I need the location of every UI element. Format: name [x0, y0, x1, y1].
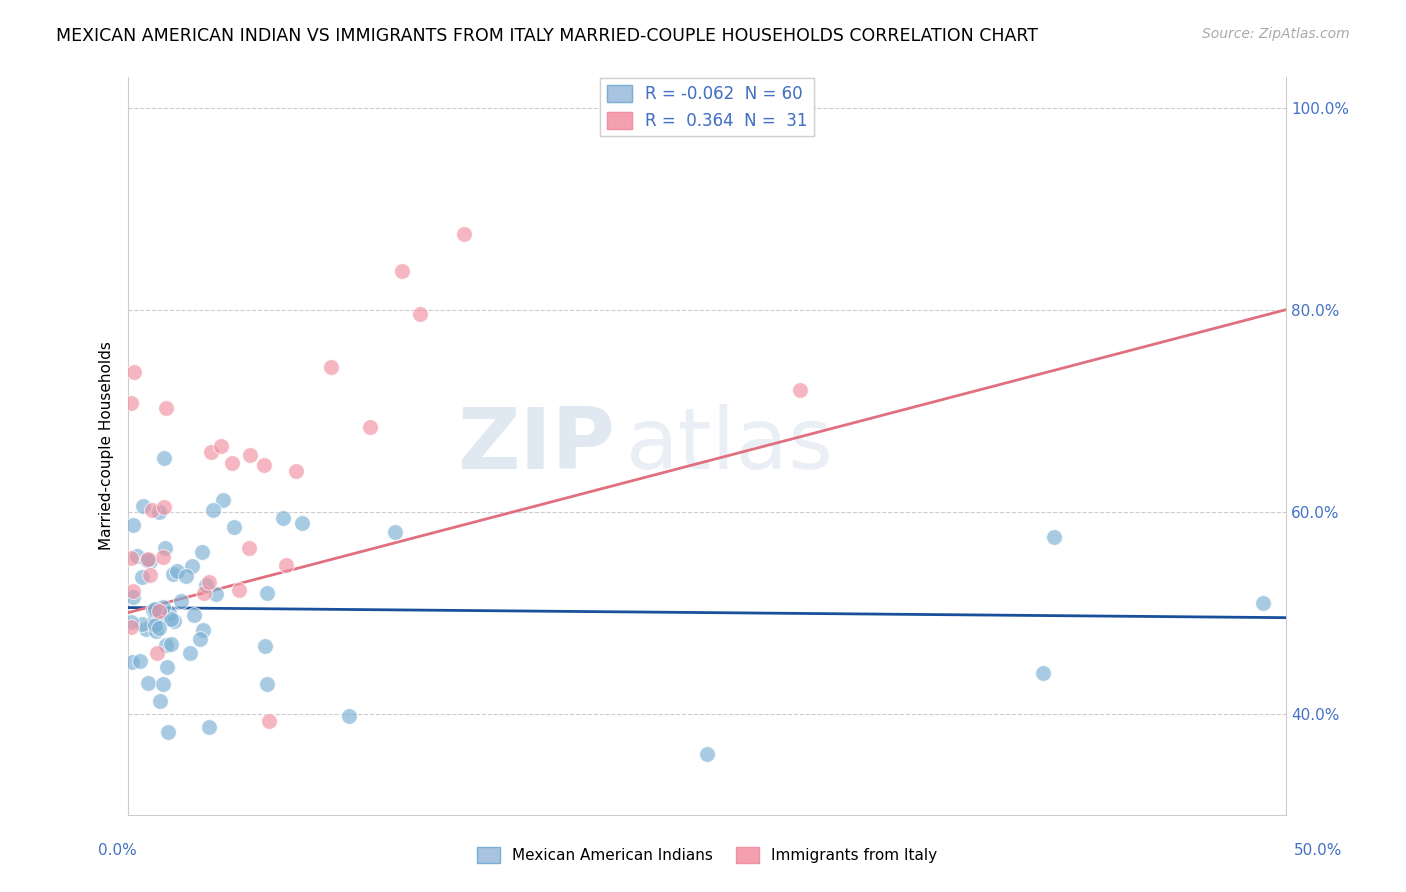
Point [143, 611, 166, 625]
Point [152, 549, 174, 564]
Point [148, 505, 170, 519]
Point [148, 621, 170, 635]
Text: Source: ZipAtlas.com: Source: ZipAtlas.com [1202, 27, 1350, 41]
Point [142, 603, 165, 617]
Point [131, 617, 153, 632]
Point [143, 618, 166, 632]
Point [131, 570, 153, 584]
Y-axis label: Married-couple Households: Married-couple Households [100, 342, 114, 550]
Point [143, 602, 166, 616]
Text: 50.0%: 50.0% [1295, 843, 1343, 858]
Point [285, 464, 308, 478]
Point [135, 622, 157, 636]
Point [179, 646, 201, 660]
Legend: R = -0.062  N = 60, R =  0.364  N =  31: R = -0.062 N = 60, R = 0.364 N = 31 [600, 78, 814, 136]
Point [238, 541, 260, 556]
Point [163, 614, 186, 628]
Point [384, 524, 406, 539]
Point [136, 676, 159, 690]
Point [291, 516, 314, 531]
Point [146, 646, 169, 660]
Point [139, 568, 162, 582]
Point [200, 445, 222, 459]
Point [1251, 595, 1274, 609]
Point [391, 264, 413, 278]
Point [181, 558, 204, 573]
Point [153, 450, 176, 465]
Point [253, 458, 276, 473]
Point [139, 554, 162, 568]
Point [195, 578, 218, 592]
Point [136, 553, 159, 567]
Point [162, 567, 184, 582]
Point [696, 747, 718, 761]
Text: 0.0%: 0.0% [98, 843, 138, 858]
Point [193, 586, 215, 600]
Point [121, 590, 143, 604]
Point [121, 655, 143, 669]
Point [359, 420, 381, 434]
Point [122, 365, 145, 379]
Point [120, 395, 142, 409]
Point [152, 599, 174, 614]
Text: ZIP: ZIP [457, 404, 614, 488]
Point [274, 558, 297, 573]
Point [209, 439, 232, 453]
Point [789, 384, 811, 398]
Point [211, 492, 233, 507]
Point [153, 541, 176, 555]
Point [120, 620, 142, 634]
Point [150, 607, 173, 622]
Point [128, 654, 150, 668]
Point [1043, 530, 1066, 544]
Point [155, 401, 177, 415]
Point [257, 714, 280, 729]
Point [170, 593, 193, 607]
Point [453, 227, 475, 241]
Point [191, 545, 214, 559]
Point [337, 709, 360, 723]
Point [125, 549, 148, 563]
Text: MEXICAN AMERICAN INDIAN VS IMMIGRANTS FROM ITALY MARRIED-COUPLE HOUSEHOLDS CORRE: MEXICAN AMERICAN INDIAN VS IMMIGRANTS FR… [56, 27, 1038, 45]
Point [160, 612, 183, 626]
Point [239, 448, 262, 462]
Point [228, 583, 250, 598]
Point [205, 587, 228, 601]
Point [122, 584, 145, 599]
Point [157, 724, 180, 739]
Point [149, 693, 172, 707]
Point [153, 500, 176, 515]
Point [188, 632, 211, 647]
Point [160, 637, 183, 651]
Point [136, 552, 159, 566]
Point [222, 520, 245, 534]
Point [256, 677, 278, 691]
Point [176, 569, 198, 583]
Point [152, 676, 174, 690]
Point [197, 574, 219, 589]
Point [157, 606, 180, 620]
Point [156, 660, 179, 674]
Text: atlas: atlas [626, 404, 834, 488]
Point [148, 604, 170, 618]
Point [197, 720, 219, 734]
Point [256, 586, 278, 600]
Point [221, 456, 243, 470]
Point [120, 551, 142, 566]
Point [183, 608, 205, 623]
Point [409, 307, 432, 321]
Point [201, 503, 224, 517]
Point [121, 518, 143, 533]
Point [120, 615, 142, 629]
Point [254, 639, 277, 653]
Point [166, 564, 188, 578]
Point [319, 360, 342, 375]
Point [132, 499, 155, 513]
Point [141, 503, 163, 517]
Point [145, 624, 167, 638]
Point [155, 638, 177, 652]
Point [271, 511, 294, 525]
Point [1032, 666, 1054, 681]
Point [191, 623, 214, 637]
